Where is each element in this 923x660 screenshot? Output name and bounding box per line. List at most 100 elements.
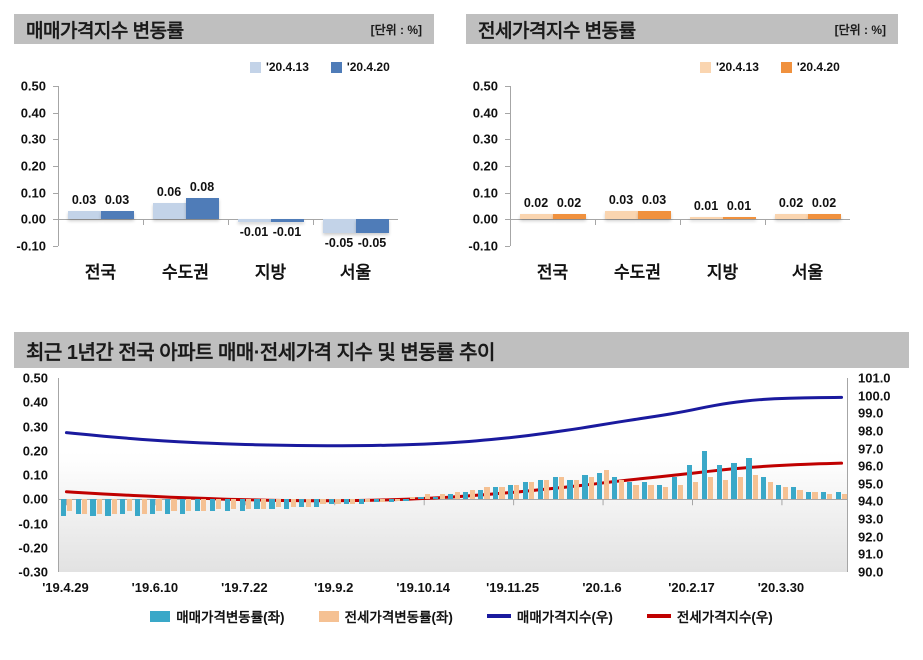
legend-item-2[interactable]: '20.4.20: [330, 60, 390, 74]
bar-서울-'20.4.20: [807, 214, 841, 220]
trend-bar-jeonse: [842, 494, 848, 500]
trend-bar-jeonse: [424, 494, 430, 500]
trend-bar-jeonse: [380, 499, 386, 502]
trend-bar-jeonse: [320, 499, 326, 505]
trend-bar-jeonse: [573, 479, 580, 500]
trend-bar-jeonse: [126, 499, 132, 512]
bar-value-label: 0.03: [71, 193, 97, 208]
trend-bar-sale: [820, 491, 827, 500]
trend-left-tick-label: 0.50: [22, 370, 48, 386]
y-tick-mark: [505, 139, 510, 141]
x-category-label: 지방: [706, 263, 739, 282]
trend-right-tick-label: 95.0: [858, 476, 884, 492]
trend-bar-jeonse: [156, 499, 162, 512]
panel-header-jeonse: 전세가격지수 변동률 [단위 : %]: [466, 14, 898, 44]
trend-bar-sale: [179, 499, 186, 514]
trend-bar-jeonse: [365, 499, 371, 502]
trend-bar-jeonse: [514, 484, 520, 500]
bar-전국-'20.4.20: [100, 211, 134, 220]
legend-swatch-icon: [318, 610, 339, 622]
panel-title-sale: 매매가격지수 변동률: [26, 20, 184, 42]
trend-bar-sale: [75, 499, 81, 514]
y-tick-mark: [505, 112, 510, 114]
x-category-label: 서울: [791, 263, 824, 282]
trend-bar-jeonse: [648, 484, 654, 500]
trend-line-sale-index: [64, 395, 844, 448]
bar-지방-'20.4.13: [237, 219, 271, 222]
trend-left-tick-label: -0.10: [18, 516, 48, 531]
trend-right-tick-label: 93.0: [858, 511, 884, 527]
y-tick-label: 0.40: [472, 105, 498, 121]
legend-item-1[interactable]: '20.4.13: [250, 60, 309, 74]
bar-수도권-'20.4.13: [604, 211, 638, 220]
trend-right-tick-label: 90.0: [858, 564, 884, 580]
panel-title-jeonse: 전세가격지수 변동률: [478, 20, 636, 42]
trend-bar-sale: [761, 477, 767, 500]
trend-legend-item-1[interactable]: 매매가격변동률(좌): [150, 606, 285, 626]
trend-bar-sale: [641, 482, 648, 500]
y-tick-label: -0.10: [468, 238, 498, 254]
y-tick-mark: [53, 219, 58, 221]
trend-bar-sale: [90, 499, 96, 517]
y-tick-mark: [53, 192, 58, 194]
trend-bar-sale: [135, 499, 141, 517]
trend-right-tick-label: 96.0: [858, 458, 884, 474]
trend-bar-jeonse: [335, 499, 341, 505]
trend-bar-sale: [716, 465, 722, 500]
legend-item-2[interactable]: '20.4.20: [780, 60, 840, 74]
trend-bar-jeonse: [499, 487, 505, 500]
trend-legend-item-3[interactable]: 매매가격지수(우): [486, 606, 613, 626]
y-tick-mark: [505, 166, 510, 167]
legend-label: '20.4.20: [796, 60, 840, 74]
trend-right-tick-label: 94.0: [858, 493, 884, 509]
trend-left-tick-label: -0.30: [18, 564, 48, 580]
trend-bar-jeonse: [350, 499, 356, 505]
legend-label: '20.4.13: [266, 60, 309, 74]
panel-unit-sale: [단위 : %]: [370, 22, 422, 37]
trend-right-tick-label: 101.0: [858, 370, 891, 386]
trend-x-tick-label: '19.10.14: [396, 580, 451, 595]
trend-bar-sale: [776, 484, 782, 500]
bar-전국-'20.4.13: [67, 211, 101, 220]
trend-bar-sale: [492, 487, 499, 500]
legend-jeonse-change-rate: '20.4.13 '20.4.20: [700, 60, 840, 74]
y-tick-label: 0.50: [20, 78, 46, 94]
y-tick-label: 0.20: [20, 158, 46, 174]
trend-bar-sale: [522, 482, 528, 500]
bar-value-label: -0.05: [324, 235, 354, 250]
trend-left-tick-label: -0.20: [18, 540, 48, 556]
trend-bar-sale: [463, 491, 469, 500]
trend-legend-item-2[interactable]: 전세가격변동률(좌): [318, 606, 453, 626]
trend-bar-sale: [120, 499, 126, 514]
panel-header-trend: 최근 1년간 전국 아파트 매매·전세가격 지수 및 변동률 추이: [14, 332, 909, 368]
trend-bar-sale: [373, 499, 379, 502]
bar-value-label: 0.01: [726, 198, 752, 213]
trend-x-tick-label: '20.1.6: [582, 580, 622, 595]
legend-label: '20.4.20: [346, 60, 390, 74]
x-category-label: 서울: [339, 263, 372, 282]
trend-legend-item-4[interactable]: 전세가격지수(우): [646, 606, 773, 626]
trend-legend: 매매가격변동률(좌) 전세가격변동률(좌) 매매가격지수(우) 전세가격지수(우): [0, 606, 923, 626]
trend-bar-jeonse: [827, 494, 833, 500]
legend-item-1[interactable]: '20.4.13: [700, 60, 759, 74]
trend-bar-sale: [150, 499, 156, 514]
trend-bar-sale: [552, 477, 558, 500]
panel-title-trend: 최근 1년간 전국 아파트 매매·전세가격 지수 및 변동률 추이: [26, 341, 495, 364]
y-tick-mark: [53, 112, 58, 114]
panel-header-sale: 매매가격지수 변동률 [단위 : %]: [14, 14, 434, 44]
bar-수도권-'20.4.20: [185, 198, 219, 220]
trend-x-tick-label: '19.6.10: [131, 580, 179, 595]
bar-value-label: -0.01: [272, 225, 302, 239]
trend-zero-axis: [59, 499, 847, 501]
trend-bar-sale: [388, 499, 394, 502]
trend-bar-jeonse: [812, 491, 818, 500]
legend-swatch-icon: [250, 61, 261, 73]
trend-bar-jeonse: [67, 499, 73, 512]
trend-bar-jeonse: [767, 482, 773, 500]
trend-bar-sale: [164, 499, 171, 514]
y-tick-mark: [53, 86, 58, 87]
legend-label: 매매가격변동률(좌): [176, 610, 285, 625]
trend-bar-jeonse: [484, 487, 490, 500]
trend-x-tick-label: '19.4.29: [42, 580, 89, 595]
